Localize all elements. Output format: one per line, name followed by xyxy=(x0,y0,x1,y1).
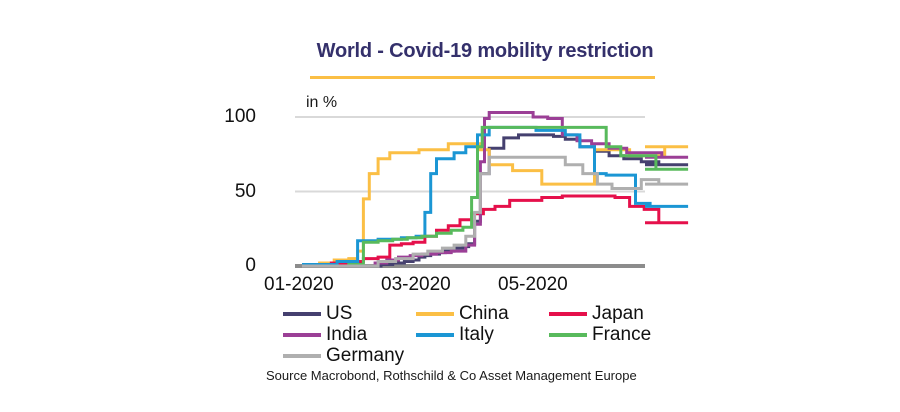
axis-unit-label: in % xyxy=(306,94,338,111)
legend-item-japan[interactable]: Japan xyxy=(549,304,682,323)
legend-item-us[interactable]: US xyxy=(283,304,416,323)
legend-swatch-icon xyxy=(283,353,321,358)
legend-swatch-icon xyxy=(283,311,321,316)
x-tick-label: 03-2020 xyxy=(381,274,451,295)
series-line-japan xyxy=(302,194,689,266)
series-line-france xyxy=(302,125,689,268)
chart-legend: US China Japan India Italy France Germany xyxy=(283,303,683,366)
source-note: Source Macrobond, Rothschild & Co Asset … xyxy=(266,368,637,383)
y-tick-label: 100 xyxy=(224,106,256,127)
x-tick-label: 05-2020 xyxy=(498,274,568,295)
legend-row: Germany xyxy=(283,345,683,366)
chart-title: World - Covid-19 mobility restriction xyxy=(316,40,654,62)
legend-row: India Italy France xyxy=(283,324,683,345)
legend-item-germany[interactable]: Germany xyxy=(283,346,416,365)
legend-label: China xyxy=(459,303,509,324)
legend-label: US xyxy=(326,303,353,324)
x-tick-label: 01-2020 xyxy=(264,274,334,295)
y-tick-label: 50 xyxy=(234,180,256,202)
legend-row: US China Japan xyxy=(283,303,683,324)
legend-swatch-icon xyxy=(416,332,454,337)
legend-swatch-icon xyxy=(549,311,587,316)
series-line-germany xyxy=(302,155,689,268)
legend-label: Japan xyxy=(592,303,644,324)
legend-label: Germany xyxy=(326,345,405,366)
legend-item-china[interactable]: China xyxy=(416,304,549,323)
legend-label: France xyxy=(592,324,652,345)
legend-swatch-icon xyxy=(416,311,454,316)
series-lines xyxy=(302,111,689,268)
legend-label: India xyxy=(326,324,368,345)
y-tick-label: 0 xyxy=(245,255,256,276)
legend-swatch-icon xyxy=(283,332,321,337)
legend-label: Italy xyxy=(459,324,494,345)
legend-item-italy[interactable]: Italy xyxy=(416,325,549,344)
legend-item-france[interactable]: France xyxy=(549,325,682,344)
legend-item-india[interactable]: India xyxy=(283,325,416,344)
legend-swatch-icon xyxy=(549,332,587,337)
title-accent-rule xyxy=(310,76,655,79)
